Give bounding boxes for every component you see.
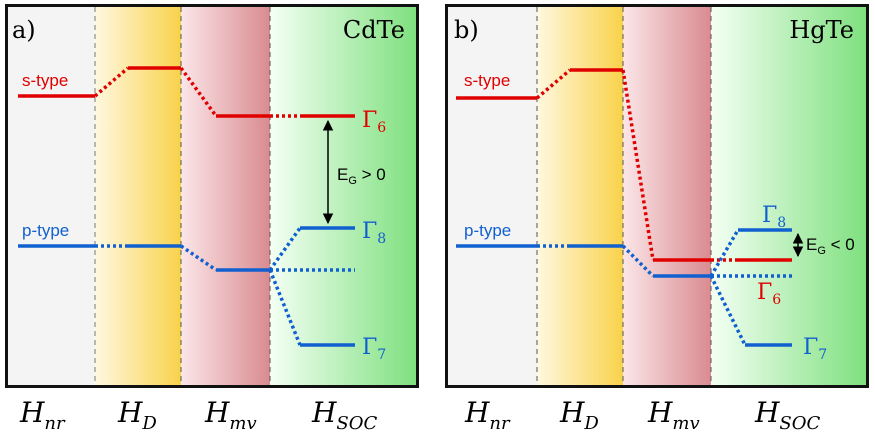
panel-a-s-band (18, 66, 355, 118)
panel-b-col-soc (711, 7, 867, 385)
panel-b-material: HgTe (789, 16, 854, 44)
panel-b-gamma6-label: Γ6 (757, 280, 781, 308)
panel-a-gamma8-label: Γ8 (362, 219, 386, 247)
panel-b-gap-label: EG < 0 (806, 235, 855, 257)
hamiltonian-labels: Hnr HD Hmv HSOC Hnr HD Hmv HSOC (19, 396, 821, 434)
panel-b-frame (445, 4, 869, 388)
panel-a-label-h-soc: HSOC (311, 396, 378, 434)
panel-a-label-h-mv: Hmv (204, 396, 257, 434)
panel-a-p-label: p-type (22, 221, 69, 240)
panel-b-gamma7-label: Γ7 (803, 335, 827, 363)
panel-a-material: CdTe (343, 16, 405, 44)
panel-a-label-h-nr: Hnr (19, 396, 66, 434)
panel-a-s-label: s-type (22, 71, 68, 90)
panel-b-s-label: s-type (464, 71, 510, 90)
panel-a-gamma6-label: Γ6 (362, 108, 386, 136)
panel-a-gap-label: EG > 0 (337, 165, 386, 187)
panel-b-p-band (456, 228, 792, 347)
panel-a-col-soc (270, 7, 417, 385)
panel-a-label-h-d: HD (117, 396, 157, 434)
panel-b: b) HgTe s-type p-type Γ8 (445, 4, 869, 388)
panel-a-col-mv (181, 7, 270, 385)
panel-b-label-h-mv: Hmv (647, 396, 700, 434)
panel-a-col-d (95, 7, 181, 385)
panel-b-p-label: p-type (464, 221, 511, 240)
panel-a-col-nr (8, 7, 95, 385)
panel-b-gamma8-label: Γ8 (762, 203, 786, 231)
panel-a: a) CdTe s-type p-type Γ6 (5, 4, 419, 388)
panel-b-col-d (537, 7, 623, 385)
panel-b-label: b) (454, 16, 479, 44)
panel-a-gamma7-label: Γ7 (362, 335, 386, 363)
panel-a-p-band (18, 226, 355, 347)
panel-b-label-h-d: HD (559, 396, 599, 434)
panel-b-col-nr (448, 7, 537, 385)
panel-a-frame (5, 4, 419, 388)
panel-b-label-h-nr: Hnr (464, 396, 511, 434)
panel-b-label-h-soc: HSOC (754, 396, 821, 434)
panel-a-label: a) (12, 16, 36, 44)
panel-b-col-mv (623, 7, 711, 385)
panel-b-s-band (456, 68, 792, 262)
